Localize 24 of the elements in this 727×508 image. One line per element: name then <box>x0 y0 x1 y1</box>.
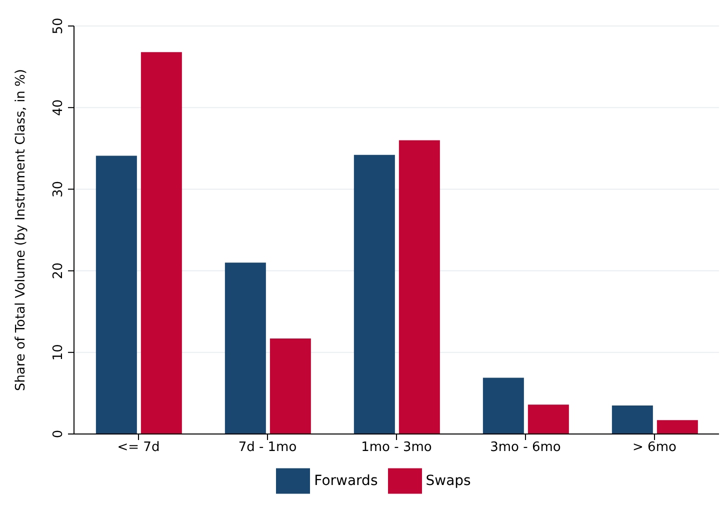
bar <box>96 156 137 434</box>
y-axis-title: Share of Total Volume (by Instrument Class, in %) <box>14 69 29 391</box>
bar <box>398 140 440 434</box>
legend-label: Forwards <box>314 472 378 489</box>
y-tick-label: 40 <box>51 99 66 116</box>
bar <box>354 154 395 434</box>
bar <box>140 52 182 434</box>
x-tick-label: <= 7d <box>117 440 160 456</box>
x-tick-label: 1mo - 3mo <box>361 440 432 456</box>
bar <box>224 262 266 434</box>
legend-label: Swaps <box>426 472 471 489</box>
bar <box>656 420 698 434</box>
bar <box>528 404 569 434</box>
y-tick-label: 20 <box>51 262 66 280</box>
y-tick-label: 0 <box>51 430 66 438</box>
x-tick-label: 3mo - 6mo <box>490 440 561 456</box>
bar <box>482 378 524 434</box>
bar <box>270 338 311 434</box>
bar <box>612 405 653 434</box>
x-tick-label: 7d - 1mo <box>238 440 297 456</box>
y-tick-label: 30 <box>51 180 66 198</box>
y-tick-label: 10 <box>51 344 66 361</box>
x-tick-label: > 6mo <box>632 440 676 456</box>
y-tick-label: 50 <box>51 18 66 34</box>
